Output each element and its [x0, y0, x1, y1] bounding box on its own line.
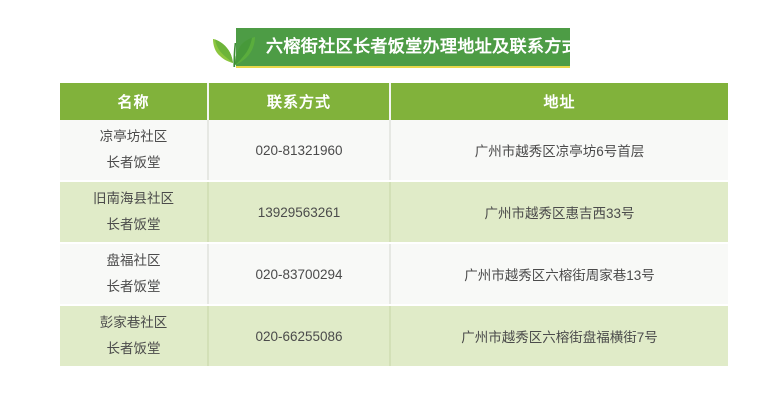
sprout-leaf-icon	[212, 29, 258, 67]
cell-name-line2: 长者饭堂	[106, 155, 161, 170]
table-row: 凉亭坊社区 长者饭堂 020-81321960 广州市越秀区凉亭坊6号首层	[60, 120, 728, 182]
cell-address: 广州市越秀区六榕街周家巷13号	[390, 243, 728, 306]
banner-underline	[236, 66, 570, 68]
cell-name: 彭家巷社区 长者饭堂	[60, 305, 209, 368]
cell-name-line1: 彭家巷社区	[99, 314, 168, 330]
cell-name-line2: 长者饭堂	[106, 217, 161, 232]
cell-contact: 020-66255086	[208, 305, 391, 368]
cell-contact: 13929563261	[208, 181, 391, 244]
cell-name: 凉亭坊社区 长者饭堂	[60, 120, 209, 182]
table-row: 彭家巷社区 长者饭堂 020-66255086 广州市越秀区六榕街盘福横街7号	[60, 305, 728, 368]
cell-name-line2: 长者饭堂	[106, 279, 161, 294]
table-header-row: 名称 联系方式 地址	[60, 83, 728, 120]
cell-contact: 020-81321960	[208, 120, 391, 182]
column-header-address: 地址	[390, 83, 728, 120]
cell-name-line1: 凉亭坊社区	[99, 128, 168, 144]
banner-title: 六榕街社区长者饭堂办理地址及联系方式	[266, 37, 580, 56]
cell-name-line1: 盘福社区	[106, 252, 161, 268]
cell-contact: 020-83700294	[208, 243, 391, 306]
cell-name-line1: 旧南海县社区	[93, 190, 174, 206]
table-row: 盘福社区 长者饭堂 020-83700294 广州市越秀区六榕街周家巷13号	[60, 243, 728, 306]
cell-name: 旧南海县社区 长者饭堂	[60, 181, 209, 244]
cell-name-line2: 长者饭堂	[106, 341, 161, 356]
column-header-contact: 联系方式	[208, 83, 391, 120]
elderly-canteen-table: 名称 联系方式 地址 凉亭坊社区 长者饭堂 020-81321960 广州市越秀…	[60, 83, 728, 368]
table-row: 旧南海县社区 长者饭堂 13929563261 广州市越秀区惠吉西33号	[60, 181, 728, 244]
banner-bar	[236, 28, 570, 66]
banner: 六榕街社区长者饭堂办理地址及联系方式	[212, 28, 580, 68]
cell-address: 广州市越秀区凉亭坊6号首层	[390, 120, 728, 182]
cell-name: 盘福社区 长者饭堂	[60, 243, 209, 306]
cell-address: 广州市越秀区惠吉西33号	[390, 181, 728, 244]
cell-address: 广州市越秀区六榕街盘福横街7号	[390, 305, 728, 368]
column-header-name: 名称	[60, 83, 209, 120]
